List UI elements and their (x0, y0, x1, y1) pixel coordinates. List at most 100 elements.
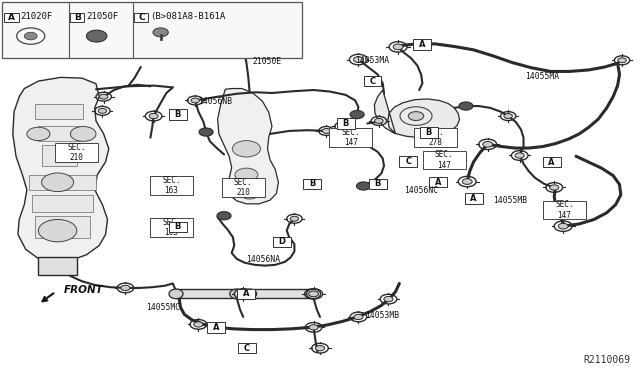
Text: C: C (405, 157, 412, 166)
Polygon shape (250, 289, 314, 298)
Text: B: B (374, 179, 381, 188)
Text: C: C (244, 344, 250, 353)
Circle shape (194, 322, 203, 327)
FancyBboxPatch shape (337, 118, 355, 129)
Circle shape (374, 118, 383, 124)
Circle shape (550, 185, 559, 190)
FancyBboxPatch shape (150, 176, 193, 195)
Circle shape (483, 141, 493, 147)
Circle shape (241, 50, 252, 56)
Circle shape (459, 102, 473, 110)
FancyBboxPatch shape (543, 157, 561, 167)
FancyBboxPatch shape (2, 2, 302, 58)
Circle shape (408, 112, 424, 121)
FancyBboxPatch shape (369, 179, 387, 189)
FancyBboxPatch shape (330, 128, 372, 147)
Circle shape (199, 128, 213, 136)
Text: 14055MA: 14055MA (525, 72, 559, 81)
Text: R2110069: R2110069 (584, 355, 630, 365)
Circle shape (27, 127, 50, 141)
Text: SEC.
147: SEC. 147 (556, 200, 573, 219)
Circle shape (462, 179, 472, 185)
Circle shape (308, 291, 319, 297)
Text: D: D (278, 237, 285, 246)
FancyBboxPatch shape (414, 128, 457, 147)
Circle shape (316, 346, 324, 351)
Text: SEC.
278: SEC. 278 (426, 128, 444, 147)
Polygon shape (32, 195, 93, 212)
Text: A: A (213, 323, 220, 332)
Ellipse shape (230, 289, 244, 299)
Text: A: A (470, 194, 477, 203)
Text: SEC.
147: SEC. 147 (342, 128, 360, 147)
FancyBboxPatch shape (413, 39, 431, 50)
FancyBboxPatch shape (169, 109, 187, 120)
Circle shape (515, 153, 524, 158)
Circle shape (322, 128, 331, 134)
Text: B: B (175, 222, 181, 231)
Circle shape (86, 30, 107, 42)
FancyBboxPatch shape (420, 127, 438, 138)
FancyBboxPatch shape (4, 13, 19, 22)
Circle shape (191, 98, 200, 103)
Polygon shape (29, 175, 96, 190)
Text: B: B (175, 110, 181, 119)
Circle shape (290, 216, 299, 221)
Circle shape (153, 28, 168, 37)
Polygon shape (38, 126, 80, 141)
FancyBboxPatch shape (273, 237, 291, 247)
Circle shape (393, 44, 403, 50)
Text: SEC.
210: SEC. 210 (68, 143, 86, 162)
Circle shape (24, 32, 37, 40)
Text: B: B (342, 119, 349, 128)
FancyBboxPatch shape (465, 193, 483, 204)
Circle shape (235, 168, 258, 182)
Circle shape (350, 110, 364, 119)
FancyBboxPatch shape (364, 76, 381, 86)
Polygon shape (35, 216, 90, 238)
Circle shape (38, 219, 77, 242)
Circle shape (309, 325, 318, 330)
FancyBboxPatch shape (303, 179, 321, 189)
Text: 14053MA: 14053MA (355, 56, 389, 65)
FancyBboxPatch shape (134, 13, 148, 22)
Text: 14056NB: 14056NB (198, 97, 232, 106)
Circle shape (338, 124, 347, 129)
FancyBboxPatch shape (169, 222, 187, 232)
FancyBboxPatch shape (399, 156, 417, 167)
FancyBboxPatch shape (56, 143, 99, 162)
Circle shape (618, 58, 627, 63)
Polygon shape (38, 257, 77, 275)
Text: 14056NA: 14056NA (246, 255, 280, 264)
Text: 14055MC: 14055MC (146, 303, 180, 312)
Circle shape (121, 285, 130, 291)
Text: SEC.
163: SEC. 163 (163, 176, 180, 195)
Text: SEC.
210: SEC. 210 (234, 178, 252, 197)
Polygon shape (42, 145, 77, 166)
FancyBboxPatch shape (543, 201, 586, 219)
Text: B: B (426, 128, 432, 137)
Circle shape (240, 188, 259, 199)
Circle shape (504, 113, 513, 119)
FancyBboxPatch shape (429, 177, 447, 187)
FancyBboxPatch shape (237, 289, 255, 299)
FancyBboxPatch shape (238, 343, 256, 353)
Polygon shape (13, 77, 109, 262)
Polygon shape (176, 289, 237, 298)
Circle shape (149, 113, 158, 119)
FancyBboxPatch shape (70, 13, 84, 22)
Ellipse shape (307, 289, 321, 299)
Text: A: A (8, 13, 15, 22)
Text: B: B (309, 179, 316, 188)
Text: A: A (435, 178, 441, 187)
Circle shape (558, 223, 568, 229)
FancyBboxPatch shape (207, 322, 225, 333)
Circle shape (356, 182, 371, 190)
Text: B: B (74, 13, 81, 22)
Ellipse shape (169, 289, 183, 299)
Text: A: A (548, 158, 555, 167)
Text: FRONT: FRONT (64, 285, 104, 295)
Polygon shape (218, 89, 278, 204)
Circle shape (354, 314, 363, 320)
Text: 14055MB: 14055MB (493, 196, 527, 205)
